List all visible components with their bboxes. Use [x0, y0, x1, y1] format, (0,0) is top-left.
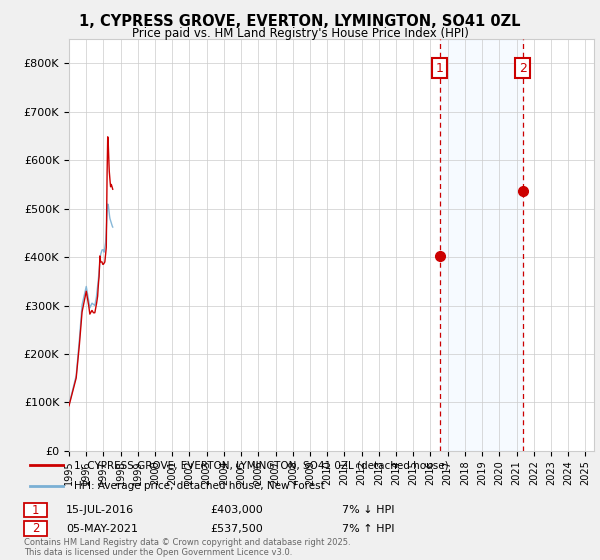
- Text: 7% ↓ HPI: 7% ↓ HPI: [342, 505, 395, 515]
- Text: 2: 2: [32, 522, 39, 535]
- Text: 2: 2: [518, 62, 527, 74]
- Text: 1: 1: [32, 503, 39, 517]
- Text: 1: 1: [436, 62, 444, 74]
- Text: £537,500: £537,500: [210, 524, 263, 534]
- Text: Price paid vs. HM Land Registry's House Price Index (HPI): Price paid vs. HM Land Registry's House …: [131, 27, 469, 40]
- Text: 05-MAY-2021: 05-MAY-2021: [66, 524, 138, 534]
- Text: 1, CYPRESS GROVE, EVERTON, LYMINGTON, SO41 0ZL (detached house): 1, CYPRESS GROVE, EVERTON, LYMINGTON, SO…: [74, 460, 449, 470]
- Text: 1, CYPRESS GROVE, EVERTON, LYMINGTON, SO41 0ZL: 1, CYPRESS GROVE, EVERTON, LYMINGTON, SO…: [79, 14, 521, 29]
- Bar: [440, 39, 523, 451]
- Text: 15-JUL-2016: 15-JUL-2016: [66, 505, 134, 515]
- Text: 7% ↑ HPI: 7% ↑ HPI: [342, 524, 395, 534]
- Text: Contains HM Land Registry data © Crown copyright and database right 2025.
This d: Contains HM Land Registry data © Crown c…: [24, 538, 350, 557]
- Text: £403,000: £403,000: [210, 505, 263, 515]
- Text: HPI: Average price, detached house, New Forest: HPI: Average price, detached house, New …: [74, 480, 325, 491]
